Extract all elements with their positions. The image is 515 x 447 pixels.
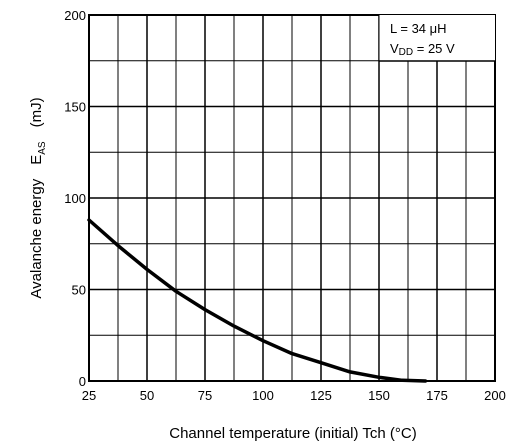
- annotation-background: [379, 15, 495, 61]
- x-tick-label: 125: [310, 388, 332, 403]
- x-tick-label: 50: [140, 388, 154, 403]
- y-tick-label: 150: [64, 100, 86, 115]
- x-tick-label: 100: [252, 388, 274, 403]
- x-tick-label: 150: [368, 388, 390, 403]
- series-line: [87, 218, 428, 383]
- y-axis-title-unit: (mJ): [28, 97, 45, 127]
- svg-text:Avalanche energyEAS(mJ): Avalanche energy EAS (mJ): [28, 97, 48, 298]
- y-axis-title-main: Avalanche energy: [28, 178, 45, 298]
- y-axis-title: Avalanche energy EAS (mJ): [28, 97, 48, 298]
- y-axis-title-symbol: E: [28, 155, 45, 165]
- y-tick-label: 200: [64, 8, 86, 23]
- y-tick-label: 100: [64, 191, 86, 206]
- x-tick-label: 200: [484, 388, 506, 403]
- x-tick-label: 25: [82, 388, 96, 403]
- annotation-inductance: L = 34 μH: [390, 21, 447, 36]
- y-tick-labels: 0 50 100 150 200: [64, 8, 86, 389]
- x-axis-title: Channel temperature (initial) Tch (°C): [169, 425, 417, 442]
- plot-frame: [88, 14, 496, 382]
- x-tick-labels: 25 50 75 100 125 150 175 200: [82, 388, 506, 403]
- x-tick-label: 175: [426, 388, 448, 403]
- x-tick-label: 75: [198, 388, 212, 403]
- annotation-box: L = 34 μH VDD = 25 V: [378, 15, 495, 62]
- y-axis-title-symbol-sub: AS: [37, 141, 48, 155]
- y-tick-label: 50: [72, 283, 86, 298]
- y-tick-label: 0: [79, 374, 86, 389]
- grid: [89, 15, 495, 381]
- annotation-vdd: VDD = 25 V: [390, 41, 455, 58]
